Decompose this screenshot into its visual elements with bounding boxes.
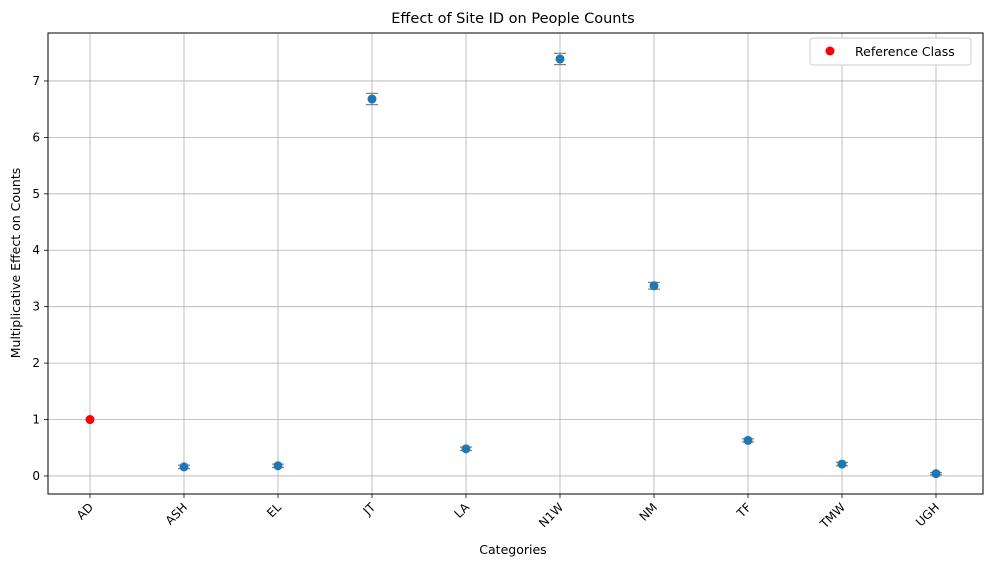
data-point-ash bbox=[179, 462, 189, 472]
y-ticks: 0 1 2 3 4 5 6 7 bbox=[32, 74, 48, 483]
y-tick-label-4: 4 bbox=[32, 243, 40, 257]
y-tick-label-5: 5 bbox=[32, 187, 40, 201]
y-axis-label: Multiplicative Effect on Counts bbox=[8, 168, 23, 359]
x-axis-label: Categories bbox=[479, 542, 546, 557]
grid bbox=[48, 33, 983, 494]
y-tick-label-6: 6 bbox=[32, 130, 40, 144]
chart-title: Effect of Site ID on People Counts bbox=[391, 11, 635, 27]
data-point-ad bbox=[85, 415, 95, 425]
y-tick-label-1: 1 bbox=[32, 413, 40, 427]
y-tick-label-0: 0 bbox=[32, 469, 40, 483]
data-point-ugh bbox=[931, 469, 941, 479]
y-tick-label-3: 3 bbox=[32, 300, 40, 314]
data-point-la bbox=[461, 444, 471, 454]
y-tick-label-7: 7 bbox=[32, 74, 40, 88]
legend-box bbox=[809, 37, 972, 66]
data-point-jt bbox=[367, 94, 377, 104]
data-point-n1w bbox=[555, 54, 565, 64]
legend-marker-reference-class bbox=[825, 46, 835, 56]
plot-frame bbox=[47, 32, 984, 495]
data-point-nm bbox=[649, 281, 659, 291]
legend: Reference Class bbox=[809, 37, 972, 66]
y-tick-label-2: 2 bbox=[32, 356, 40, 370]
data-point-el bbox=[273, 461, 283, 471]
data-point-tmw bbox=[837, 459, 847, 469]
data-point-tf bbox=[743, 435, 753, 445]
data-points bbox=[85, 54, 941, 479]
legend-label-reference-class: Reference Class bbox=[855, 44, 955, 59]
